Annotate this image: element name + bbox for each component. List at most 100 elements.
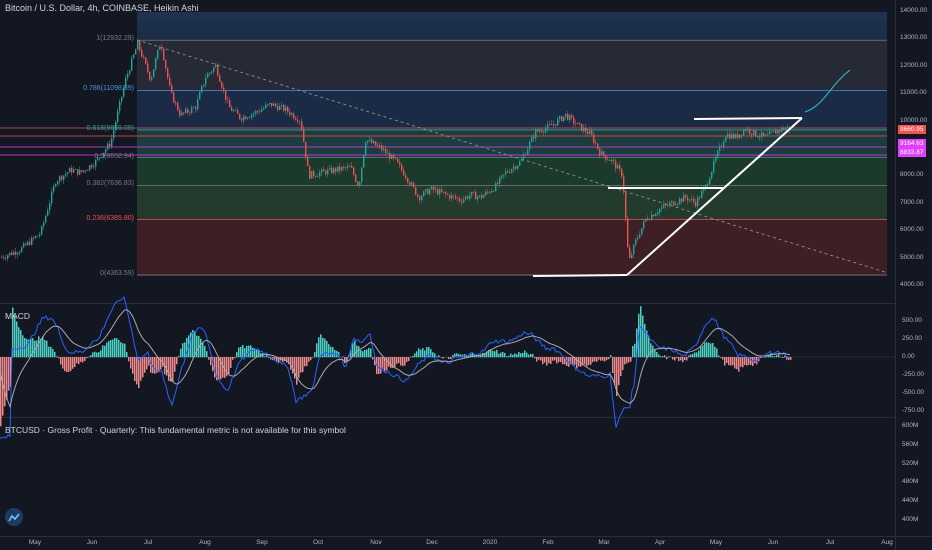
candle-body bbox=[191, 107, 193, 113]
macd-tick-label: -750.00 bbox=[902, 407, 925, 415]
candle-body bbox=[503, 174, 505, 176]
candle-body bbox=[357, 181, 359, 186]
candle-body bbox=[609, 160, 611, 162]
macd-histogram-bar bbox=[584, 357, 586, 365]
fundamental-tick-label: 520M bbox=[902, 459, 919, 467]
candle-body bbox=[13, 251, 15, 255]
candle-body bbox=[363, 155, 365, 168]
macd-histogram-bar bbox=[316, 343, 318, 358]
macd-histogram-bar bbox=[2, 357, 4, 416]
macd-histogram-bar bbox=[668, 356, 670, 358]
macd-histogram-bar bbox=[228, 357, 230, 374]
candle-body bbox=[313, 171, 315, 177]
candle-body bbox=[537, 129, 539, 132]
macd-histogram-bar bbox=[700, 346, 702, 358]
macd-histogram-bar bbox=[588, 357, 590, 366]
candle-body bbox=[787, 126, 789, 128]
candle-body bbox=[545, 128, 547, 132]
macd-histogram-bar bbox=[198, 335, 200, 358]
candle-body bbox=[455, 196, 457, 199]
macd-histogram-bar bbox=[132, 357, 134, 374]
macd-histogram-bar bbox=[206, 351, 208, 358]
candle-body bbox=[745, 130, 747, 132]
candle-body bbox=[225, 89, 227, 100]
macd-histogram-bar bbox=[88, 356, 90, 358]
macd-histogram-bar bbox=[78, 357, 80, 365]
candle-body bbox=[463, 199, 465, 203]
price-badge: 9164.63 bbox=[898, 138, 926, 148]
fib-label-4: 0.382(7636.83) bbox=[86, 180, 134, 188]
candle-body bbox=[367, 140, 369, 143]
macd-histogram-bar bbox=[506, 356, 508, 358]
macd-histogram-bar bbox=[632, 346, 634, 358]
candle-body bbox=[163, 48, 165, 60]
macd-histogram-bar bbox=[570, 357, 572, 365]
macd-histogram-bar bbox=[602, 357, 604, 361]
candle-body bbox=[693, 198, 695, 202]
candle-body bbox=[647, 218, 649, 220]
macd-histogram-bar bbox=[650, 343, 652, 358]
candle-body bbox=[25, 243, 27, 245]
candle-body bbox=[253, 113, 255, 115]
candle-body bbox=[269, 102, 271, 105]
macd-histogram-bar bbox=[50, 346, 52, 358]
candle-body bbox=[417, 194, 419, 197]
macd-histogram-bar bbox=[782, 357, 784, 359]
candle-body bbox=[489, 191, 491, 193]
macd-histogram-bar bbox=[86, 357, 88, 359]
macd-histogram-bar bbox=[182, 343, 184, 358]
candle-body bbox=[317, 176, 319, 177]
macd-histogram-bar bbox=[456, 353, 458, 358]
candle-body bbox=[493, 190, 495, 192]
macd-histogram-bar bbox=[696, 352, 698, 358]
candle-body bbox=[111, 138, 113, 147]
macd-histogram-bar bbox=[624, 357, 626, 365]
macd-histogram-bar bbox=[172, 357, 174, 383]
candle-body bbox=[51, 191, 53, 204]
candle-body bbox=[487, 191, 489, 193]
candle-body bbox=[361, 167, 363, 182]
macd-histogram-bar bbox=[76, 357, 78, 364]
macd-histogram-bar bbox=[572, 357, 574, 366]
macd-histogram-bar bbox=[604, 357, 606, 362]
candle-body bbox=[127, 73, 129, 78]
macd-histogram-bar bbox=[614, 357, 616, 386]
candle-body bbox=[59, 176, 61, 182]
macd-histogram-bar bbox=[734, 357, 736, 369]
candle-body bbox=[341, 167, 343, 171]
macd-histogram-bar bbox=[532, 353, 534, 358]
tradingview-logo-icon[interactable] bbox=[5, 508, 23, 526]
candle-body bbox=[535, 129, 537, 139]
candle-body bbox=[711, 171, 713, 179]
candle-body bbox=[387, 152, 389, 154]
macd-histogram-bar bbox=[378, 357, 380, 374]
candle-body bbox=[481, 195, 483, 199]
macd-histogram-bar bbox=[270, 357, 272, 360]
dashed-trend-line bbox=[136, 39, 886, 273]
candle-body bbox=[465, 196, 467, 200]
macd-histogram-bar bbox=[294, 357, 296, 379]
macd-histogram-bar bbox=[598, 357, 600, 360]
time-tick-label: Mar bbox=[598, 539, 610, 546]
macd-histogram-bar bbox=[274, 357, 276, 361]
candle-body bbox=[345, 167, 347, 168]
candle-body bbox=[373, 141, 375, 144]
candle-body bbox=[143, 56, 145, 58]
macd-histogram-bar bbox=[334, 349, 336, 358]
macd-histogram-bar bbox=[74, 357, 76, 368]
fundamental-tick-label: 480M bbox=[902, 478, 919, 486]
macd-histogram-bar bbox=[666, 357, 668, 360]
macd-histogram-bar bbox=[142, 357, 144, 378]
macd-histogram-bar bbox=[658, 354, 660, 358]
macd-histogram-bar bbox=[226, 357, 228, 377]
macd-histogram-bar bbox=[204, 346, 206, 358]
candle-body bbox=[123, 87, 125, 97]
macd-histogram-bar bbox=[558, 357, 560, 363]
macd-histogram-bar bbox=[694, 352, 696, 358]
candle-body bbox=[247, 117, 249, 119]
candle-body bbox=[49, 203, 51, 211]
candle-body bbox=[61, 176, 63, 180]
macd-tick-label: -500.00 bbox=[902, 389, 925, 397]
macd-histogram-bar bbox=[64, 357, 66, 372]
